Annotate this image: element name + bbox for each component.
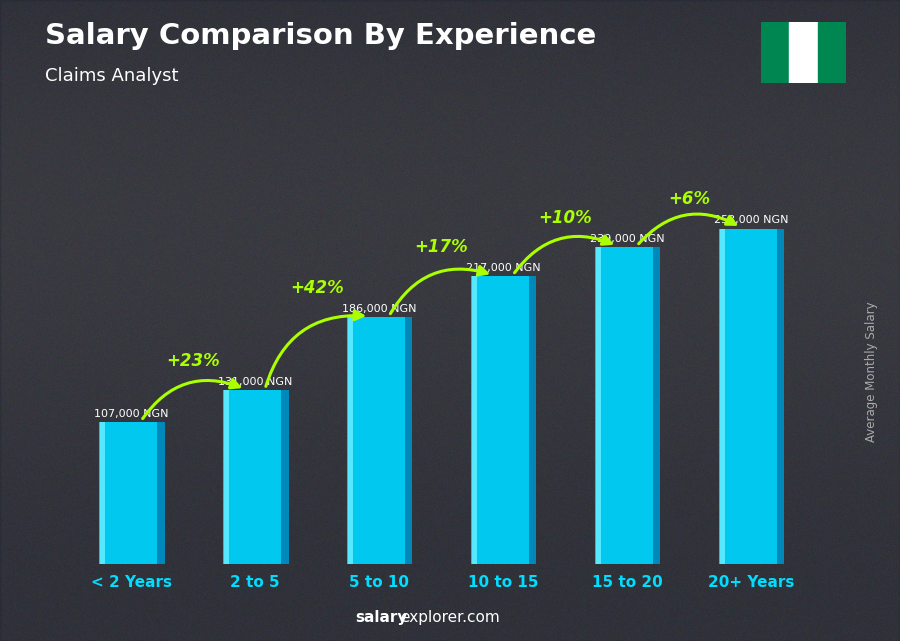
Bar — [595, 247, 659, 564]
Text: +6%: +6% — [668, 190, 710, 208]
Text: +23%: +23% — [166, 352, 220, 370]
Text: 217,000 NGN: 217,000 NGN — [465, 263, 540, 273]
Bar — [346, 317, 411, 564]
Bar — [472, 276, 477, 564]
Bar — [281, 390, 289, 564]
Bar — [405, 317, 412, 564]
Text: Claims Analyst: Claims Analyst — [45, 67, 178, 85]
Text: +17%: +17% — [414, 238, 468, 256]
Text: salary: salary — [356, 610, 408, 625]
Bar — [223, 390, 287, 564]
Bar — [100, 422, 105, 564]
Text: 107,000 NGN: 107,000 NGN — [94, 409, 168, 419]
Bar — [224, 390, 230, 564]
Bar — [471, 276, 536, 564]
Bar — [720, 229, 724, 564]
Bar — [777, 229, 784, 564]
Text: +42%: +42% — [290, 279, 344, 297]
Bar — [99, 422, 164, 564]
Bar — [158, 422, 165, 564]
Text: Salary Comparison By Experience: Salary Comparison By Experience — [45, 22, 596, 51]
Bar — [760, 22, 789, 83]
Text: Average Monthly Salary: Average Monthly Salary — [865, 301, 878, 442]
Bar — [529, 276, 536, 564]
Bar — [596, 247, 601, 564]
Text: 239,000 NGN: 239,000 NGN — [590, 234, 664, 244]
Text: +10%: +10% — [538, 209, 592, 227]
Bar — [789, 22, 817, 83]
Bar — [817, 22, 846, 83]
Text: 131,000 NGN: 131,000 NGN — [218, 377, 292, 387]
Bar — [718, 229, 783, 564]
Bar — [652, 247, 661, 564]
Bar — [348, 317, 353, 564]
Text: explorer.com: explorer.com — [400, 610, 500, 625]
Text: 253,000 NGN: 253,000 NGN — [714, 215, 788, 225]
Text: 186,000 NGN: 186,000 NGN — [342, 304, 417, 314]
